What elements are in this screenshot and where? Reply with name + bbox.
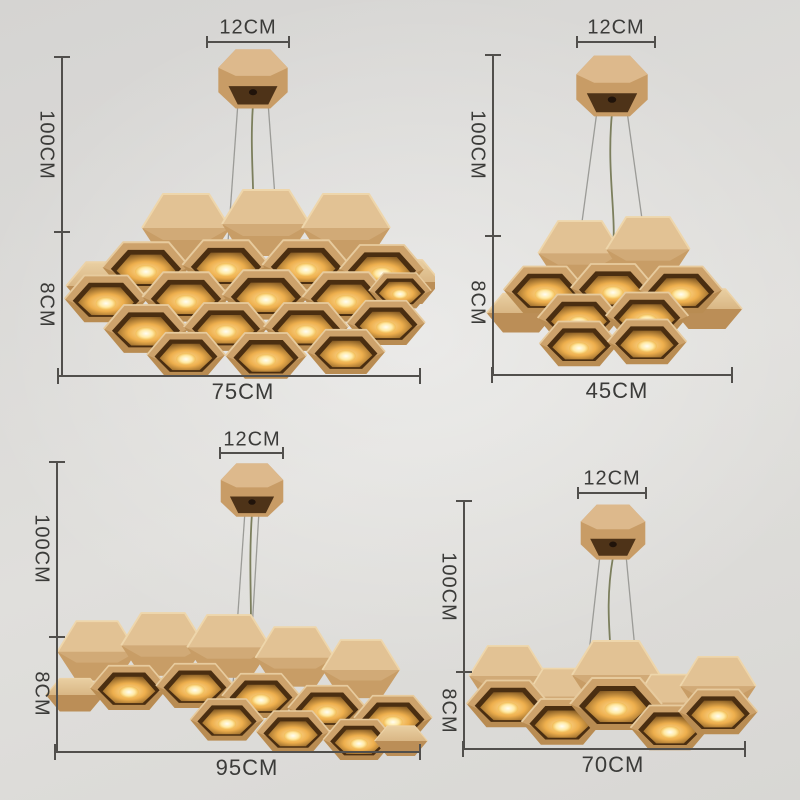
body-height-dim-label: 8CM [35, 282, 58, 328]
dim-tick [206, 36, 208, 48]
ceiling-canopy [576, 55, 648, 117]
dim-tick [577, 487, 579, 499]
dim-tick [744, 741, 746, 757]
canopy-width-dim-label: 12CM [219, 16, 277, 39]
body-height-dim-label: 8CM [466, 280, 489, 326]
body-width-dim-line [491, 367, 733, 383]
height-dim-line [456, 500, 472, 749]
honeycomb-body [485, 216, 744, 368]
dim-tick [485, 235, 501, 237]
honeycomb-body [45, 612, 433, 761]
body-width-dim-label: 75CM [211, 379, 275, 404]
ceiling-canopy [218, 49, 288, 109]
dim-tick [645, 487, 647, 499]
body-height-dim-label: 8CM [30, 671, 53, 717]
ceiling-canopy [220, 463, 284, 517]
height-dim-line [49, 461, 65, 752]
drop-height-dim-label: 100CM [30, 514, 53, 584]
dim-tick [282, 447, 284, 459]
dim-tick [654, 36, 656, 48]
pendant-lamp-round-75-illustration [63, 49, 435, 380]
body-width-dim-line [57, 368, 421, 384]
dim-tick [456, 671, 472, 673]
dim-tick [54, 744, 56, 760]
dim-tick [49, 636, 65, 638]
dim-tick [485, 54, 501, 56]
ceiling-canopy [580, 504, 646, 560]
pendant-lamp-linear-70-illustration [465, 504, 759, 752]
canopy-width-dim-line [576, 36, 656, 48]
dim-tick [219, 447, 221, 459]
dim-tick [462, 741, 464, 757]
dim-tick [491, 367, 493, 383]
canopy-width-dim-label: 12CM [223, 428, 281, 451]
body-height-dim-label: 8CM [437, 688, 460, 734]
pendant-lamp-round-45-illustration [485, 55, 744, 368]
honeycomb-body [63, 189, 435, 380]
body-width-dim-label: 45CM [585, 378, 649, 403]
drop-height-dim-label: 100CM [437, 552, 460, 622]
dim-tick [731, 367, 733, 383]
body-width-dim-line [54, 744, 421, 760]
canopy-width-dim-label: 12CM [587, 16, 645, 39]
canopy-width-dim-line [219, 447, 284, 459]
body-width-dim-line [462, 741, 746, 757]
dim-tick [419, 744, 421, 760]
height-dim-line [54, 56, 70, 377]
canopy-width-dim-line [577, 487, 647, 499]
height-dim-line [485, 54, 501, 375]
canopy-width-dim-label: 12CM [583, 467, 641, 490]
dim-tick [576, 36, 578, 48]
dim-tick [288, 36, 290, 48]
honeycomb-body [465, 640, 759, 752]
dim-tick [419, 368, 421, 384]
drop-height-dim-label: 100CM [35, 110, 58, 180]
dim-tick [57, 368, 59, 384]
pendant-lamp-linear-95-illustration [45, 463, 433, 761]
body-width-dim-label: 70CM [581, 752, 645, 777]
dim-tick [54, 231, 70, 233]
dim-tick [456, 500, 472, 502]
dim-tick [54, 56, 70, 58]
canopy-width-dim-line [206, 36, 290, 48]
dim-tick [49, 461, 65, 463]
drop-height-dim-label: 100CM [466, 110, 489, 180]
body-width-dim-label: 95CM [215, 755, 279, 780]
